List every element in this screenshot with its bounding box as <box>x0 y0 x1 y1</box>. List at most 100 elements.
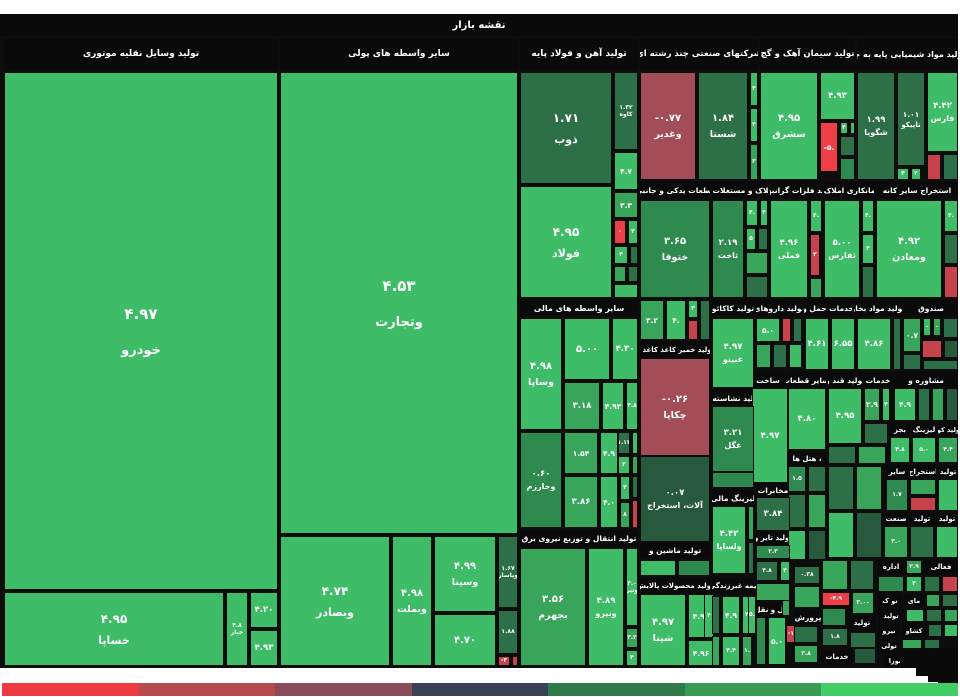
tile[interactable] <box>700 300 710 340</box>
tile-vebmellat[interactable]: ۴.۹۸ وبملت <box>392 536 432 666</box>
sector-header[interactable]: بجز <box>890 423 910 437</box>
tile[interactable] <box>942 576 958 592</box>
tile[interactable]: ۴.۹۷ <box>752 388 788 483</box>
sector-header[interactable]: قطعات یدکی و جانبی <box>640 182 710 198</box>
tile[interactable] <box>614 284 638 298</box>
tile-tapico[interactable]: ۱.۰۱ تاپیکو <box>897 72 925 166</box>
sector-header[interactable]: سایر واسطه های مالی <box>520 300 638 316</box>
tile-khodro[interactable]: ۴.۹۷ خودرو <box>4 72 278 590</box>
tile[interactable]: ۴.۷ <box>614 152 638 190</box>
tile[interactable]: ۴ <box>620 476 630 500</box>
tile[interactable]: ۳.۱۸ <box>564 382 600 430</box>
tile[interactable]: ۴.۹۵ <box>828 388 862 444</box>
tile[interactable]: ۴.۸۰ <box>788 388 826 450</box>
tile-vesina[interactable]: ۴.۹۹ وسینا <box>434 536 496 612</box>
sector-header[interactable]: خدمات حمل و <box>804 300 852 316</box>
sector-header[interactable]: تولی <box>878 639 900 652</box>
tile[interactable] <box>918 388 930 421</box>
tile[interactable]: ۲.۹ <box>864 388 880 421</box>
tile[interactable]: ۵. <box>748 596 756 634</box>
tile[interactable] <box>788 494 806 528</box>
tile[interactable]: -۵. <box>820 122 838 172</box>
tile[interactable]: ۰ <box>933 318 941 336</box>
tile[interactable]: ۴ <box>882 388 890 421</box>
tile[interactable]: ۵ <box>746 228 756 250</box>
tile[interactable] <box>946 388 958 421</box>
sector-header[interactable]: شرکتهای صنعتی چند رشته ای <box>640 38 758 70</box>
tile[interactable]: ۴ <box>628 220 638 244</box>
sector-header[interactable]: تولید انتقال و توزیع نیروی برق <box>520 530 638 546</box>
tile[interactable] <box>944 266 958 298</box>
tile[interactable]: ۱.۸۸ <box>498 610 518 654</box>
sector-header[interactable]: تولید آهن و فولاد پایه <box>520 38 638 70</box>
tile[interactable]: ۴.۳۰ <box>612 318 638 380</box>
tile[interactable] <box>828 466 854 510</box>
tile[interactable]: ۳.۰۰ <box>852 592 874 614</box>
tile[interactable]: ۴.۹۳ <box>250 630 278 666</box>
tile-vetejarat[interactable]: ۴.۵۳ وتجارت <box>280 72 518 534</box>
tile[interactable]: -۴.۹ <box>822 592 850 606</box>
tile[interactable]: ۴. <box>746 200 758 226</box>
tile[interactable] <box>938 479 958 511</box>
tile[interactable] <box>854 648 876 664</box>
tile-foolad[interactable]: ۴.۹۵ فولاد <box>520 186 612 298</box>
tile[interactable] <box>856 512 882 558</box>
sector-header[interactable]: سایر قطعات <box>786 372 826 388</box>
tile[interactable]: ۴.۰ وتیر <box>626 548 638 626</box>
tile[interactable]: ۶.۵۵ <box>831 318 855 370</box>
tile[interactable] <box>632 432 638 454</box>
sector-header[interactable]: پیمانکاری املاک و <box>824 182 874 198</box>
tile[interactable] <box>688 320 698 340</box>
tile[interactable]: ۴.۹ <box>894 388 916 421</box>
tile[interactable]: ۴.۴ <box>722 636 740 666</box>
tile[interactable] <box>794 586 820 608</box>
tile[interactable] <box>628 266 638 282</box>
tile[interactable]: ۱.۵ <box>788 466 806 492</box>
tile[interactable] <box>748 506 754 540</box>
tile[interactable]: ۱.۵۴ <box>564 432 598 474</box>
tile[interactable] <box>678 560 710 576</box>
tile[interactable]: ۰.۷ <box>903 318 921 352</box>
tile[interactable] <box>928 624 942 637</box>
sector-header[interactable]: تولید سیمان آهک و گچ <box>760 38 855 70</box>
tile-seshargh[interactable]: ۴.۹۵ سشرق <box>760 72 818 180</box>
tile[interactable] <box>512 656 518 666</box>
tile[interactable]: ۵.۰۰ <box>564 318 610 380</box>
tile[interactable]: ۴ <box>760 200 768 226</box>
tile[interactable] <box>808 530 826 560</box>
sector-header[interactable]: تولید داروهای <box>756 300 802 316</box>
sector-header[interactable]: تولید ماشین و <box>640 542 710 558</box>
sector-header[interactable]: تولید <box>936 512 958 526</box>
tile[interactable]: ۴. <box>810 200 822 232</box>
tile[interactable] <box>748 542 754 574</box>
tile[interactable] <box>822 560 848 590</box>
tile[interactable] <box>810 278 822 298</box>
tile[interactable] <box>923 360 958 370</box>
tile[interactable]: ۱. <box>742 636 752 666</box>
tile[interactable] <box>632 476 638 498</box>
tile[interactable] <box>756 583 790 601</box>
tile[interactable] <box>850 122 855 134</box>
tile[interactable]: ۴ <box>840 122 848 134</box>
tile-thakht[interactable]: ۲.۱۹ ثاخت <box>712 200 744 298</box>
tile[interactable]: ۳.۲ <box>626 628 638 648</box>
sector-header[interactable]: نیرو <box>878 624 900 637</box>
tile[interactable]: ۴. <box>944 200 958 232</box>
tile[interactable]: ۸ <box>620 502 630 528</box>
tile[interactable]: ۲ <box>911 168 921 180</box>
tile[interactable] <box>808 494 826 528</box>
tile[interactable]: ۳.۸۶ <box>564 476 598 528</box>
tile-vemaaden[interactable]: ۴.۹۲ ومعادن <box>876 200 942 298</box>
sector-header[interactable]: صنعت <box>884 512 908 526</box>
tile[interactable]: ۱.۸ <box>822 628 848 646</box>
tile[interactable]: ۳ <box>688 300 698 318</box>
sector-header[interactable]: تولید <box>848 616 876 630</box>
tile[interactable]: ۴ <box>862 234 874 264</box>
tile[interactable] <box>793 318 802 342</box>
tile[interactable]: ۱.۱۳ <box>618 432 630 454</box>
tile[interactable] <box>746 252 768 274</box>
sector-header[interactable]: فعالی <box>924 560 958 574</box>
tile-vaniro[interactable]: ۴.۸۹ ونیرو <box>588 548 624 666</box>
sector-header[interactable]: تولید قند و <box>828 372 862 388</box>
tile[interactable] <box>932 388 944 421</box>
